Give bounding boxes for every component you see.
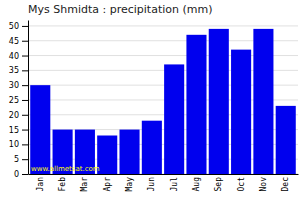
- x-tick-label: Aug: [192, 177, 201, 192]
- y-axis: 0 5 10 15 20 25 30 35 40 45 50: [9, 21, 29, 180]
- y-tick-label: 40: [9, 52, 19, 61]
- y-tick-mark: [22, 130, 28, 131]
- y-tick: 25: [9, 96, 28, 105]
- y-tick-mark: [22, 70, 28, 71]
- x-tick-label: Dec: [281, 177, 290, 192]
- x-tick-label: Nov: [259, 177, 268, 192]
- y-tick-label: 10: [9, 140, 19, 149]
- x-tick: Jun: [147, 177, 156, 192]
- y-tick: 15: [9, 126, 28, 135]
- y-tick-mark: [22, 100, 28, 101]
- y-tick-label: 25: [9, 96, 19, 105]
- x-tick: Aug: [192, 177, 201, 192]
- x-tick-label: Mar: [80, 177, 89, 192]
- bar: [119, 130, 139, 174]
- bar: [97, 136, 117, 175]
- x-tick-label: Sep: [214, 177, 223, 192]
- y-tick: 0: [14, 170, 28, 179]
- y-tick-label: 50: [9, 22, 19, 31]
- y-tick: 40: [9, 52, 28, 61]
- y-tick-label: 15: [9, 126, 19, 135]
- bars: [30, 29, 296, 174]
- x-tick: Dec: [281, 177, 290, 192]
- bar: [30, 85, 50, 174]
- y-tick-mark: [22, 115, 28, 116]
- y-tick-mark: [22, 56, 28, 57]
- y-tick: 30: [9, 81, 28, 90]
- x-tick-label: Jan: [36, 177, 45, 192]
- x-tick-label: Feb: [58, 177, 67, 192]
- grid-line: [28, 25, 298, 26]
- y-tick-mark: [22, 174, 28, 175]
- x-tick-label: Jun: [147, 177, 156, 192]
- x-tick: Apr: [103, 177, 112, 192]
- plot: 0 5 10 15 20 25 30 35 40 45 50 Jan Feb Mar Apr May Jun Ju…: [9, 21, 299, 192]
- x-tick-label: Apr: [103, 177, 112, 192]
- bar: [142, 121, 162, 174]
- bar: [186, 35, 206, 174]
- bar: [209, 29, 229, 174]
- x-tick: Feb: [58, 177, 67, 192]
- x-tick: Mar: [80, 177, 89, 192]
- x-tick: Oct: [237, 177, 246, 192]
- y-tick-mark: [22, 85, 28, 86]
- y-tick-label: 0: [14, 170, 19, 179]
- y-tick-label: 20: [9, 111, 19, 120]
- y-tick-mark: [22, 41, 28, 42]
- x-tick: May: [125, 177, 134, 192]
- y-tick: 10: [9, 140, 28, 149]
- x-tick: Jul: [170, 177, 179, 192]
- y-tick: 5: [14, 155, 28, 164]
- x-tick: Jan: [36, 177, 45, 192]
- y-tick-label: 5: [14, 155, 19, 164]
- bar: [276, 106, 296, 174]
- y-tick-label: 30: [9, 81, 19, 90]
- y-tick: 20: [9, 111, 28, 120]
- y-tick-label: 35: [9, 66, 19, 75]
- bar: [253, 29, 273, 174]
- y-tick-mark: [22, 144, 28, 145]
- x-axis: Jan Feb Mar Apr May Jun Jul Aug Sep Oct Nov Dec: [29, 175, 299, 192]
- x-tick-label: May: [125, 177, 134, 192]
- bar: [164, 64, 184, 174]
- x-tick: Sep: [214, 177, 223, 192]
- title: Mys Shmidta : precipitation (mm): [28, 3, 213, 16]
- y-tick-mark: [22, 159, 28, 160]
- x-tick: Nov: [259, 177, 268, 192]
- watermark: www.allmetsat.com: [31, 165, 100, 173]
- bar: [231, 50, 251, 174]
- y-tick: 35: [9, 66, 28, 75]
- x-tick-label: Jul: [170, 177, 179, 192]
- y-tick: 45: [9, 37, 28, 46]
- y-tick: 50: [9, 22, 28, 31]
- x-tick-label: Oct: [237, 177, 246, 192]
- y-axis-line: [28, 21, 29, 175]
- x-axis-line: [29, 174, 299, 175]
- chart: 0 5 10 15 20 25 30 35 40 45 50 Jan Feb Mar Apr May Jun Ju…: [0, 0, 306, 200]
- y-tick-label: 45: [9, 37, 19, 46]
- y-tick-mark: [22, 26, 28, 27]
- grid: [28, 26, 298, 174]
